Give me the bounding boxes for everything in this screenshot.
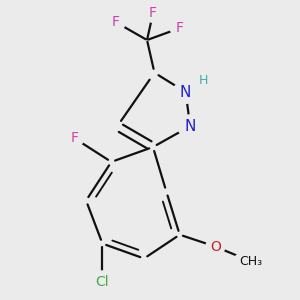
Ellipse shape [170,19,189,37]
Text: Cl: Cl [96,275,109,289]
Text: N: N [184,119,196,134]
Text: F: F [70,131,78,145]
Text: F: F [112,15,120,29]
Text: CH₃: CH₃ [239,255,262,268]
Ellipse shape [178,115,203,137]
Ellipse shape [206,238,225,256]
Text: F: F [176,21,184,35]
Text: H: H [199,74,208,87]
Text: O: O [210,240,221,254]
Ellipse shape [233,251,269,272]
Text: N: N [180,85,191,100]
Ellipse shape [65,129,84,147]
Ellipse shape [88,271,117,294]
Ellipse shape [106,13,125,31]
Text: F: F [149,6,157,20]
Ellipse shape [143,4,163,22]
Ellipse shape [173,81,198,103]
